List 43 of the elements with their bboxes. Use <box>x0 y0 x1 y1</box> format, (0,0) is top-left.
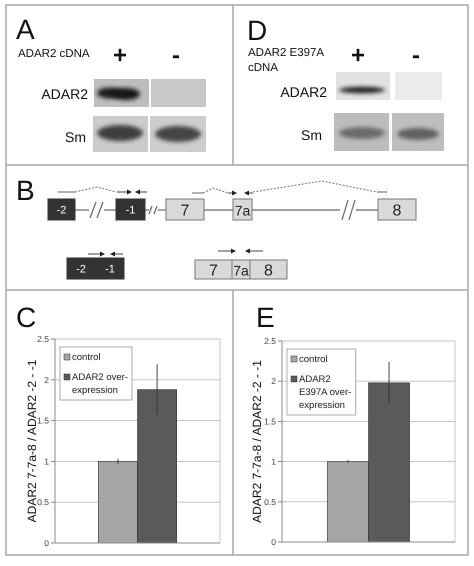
text: -2 <box>76 264 86 276</box>
legend-label: ADAR2 E397A over- expression <box>299 374 354 410</box>
y-tick-label: 0 <box>271 537 276 547</box>
text: ADAR2 <box>280 84 328 100</box>
legend-label: control <box>72 352 101 362</box>
y-tick-label: 2.5 <box>37 334 50 344</box>
text: -1 <box>126 204 136 216</box>
text: 8 <box>392 202 402 219</box>
y-tick-label: 0.5 <box>37 497 50 508</box>
chart-title: E <box>256 302 275 333</box>
text: Sm <box>301 127 322 143</box>
y-tick-label: 1.5 <box>264 416 276 426</box>
y-tick-label: 2.5 <box>264 336 276 346</box>
y-tick-label: 2 <box>44 374 50 385</box>
y-tick-label: 2 <box>271 376 276 386</box>
y-tick-label: 1 <box>271 456 276 467</box>
text: + <box>350 42 366 69</box>
text: -2 <box>56 204 66 216</box>
text: -1 <box>105 264 115 276</box>
text: ADAR2 <box>41 86 88 102</box>
text: - <box>172 42 180 69</box>
legend-label: control <box>299 354 328 364</box>
text: Sm <box>65 129 86 145</box>
text: D <box>247 15 268 46</box>
text: - <box>412 42 420 69</box>
y-tick-label: 1.5 <box>37 416 50 426</box>
text: 7a <box>233 262 249 278</box>
legend-label: ADAR2 over- expression <box>72 372 131 396</box>
y-tick-label: 0.5 <box>264 496 276 507</box>
text: 8 <box>264 262 274 279</box>
text: + <box>112 42 128 69</box>
y-axis-title: ADAR2 7-7a-8 / ADAR2 -2 - -1 <box>25 359 39 522</box>
chart-title: C <box>16 302 36 333</box>
text: 7a <box>234 202 250 218</box>
text: 7 <box>180 202 190 219</box>
y-tick-label: 0 <box>44 538 50 548</box>
text: 7 <box>209 262 218 279</box>
text: A <box>16 14 35 45</box>
y-tick-label: 1 <box>44 456 50 466</box>
text: ADAR2 cDNA <box>18 48 90 60</box>
text: B <box>16 175 35 206</box>
y-axis-title: ADAR2 7-7a-8 / ADAR2 -2 - -1 <box>250 360 264 523</box>
text: ADAR2 E397A cDNA <box>248 47 327 74</box>
